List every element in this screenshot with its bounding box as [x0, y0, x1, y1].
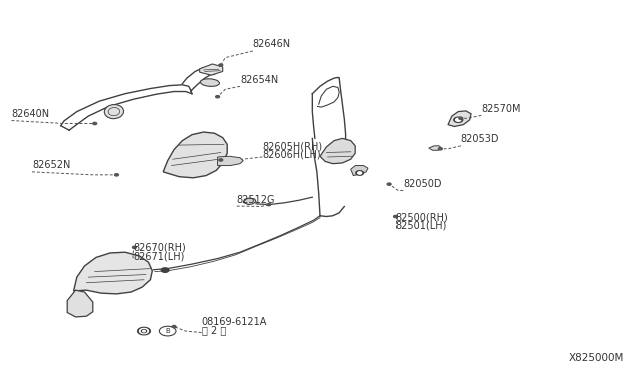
Circle shape — [219, 64, 223, 66]
Circle shape — [138, 327, 150, 335]
Text: 82512G: 82512G — [237, 195, 275, 205]
Circle shape — [140, 328, 148, 334]
Polygon shape — [163, 132, 227, 178]
Circle shape — [93, 122, 97, 125]
Polygon shape — [351, 166, 368, 176]
Circle shape — [216, 96, 220, 98]
Text: 82053D: 82053D — [461, 134, 499, 144]
Polygon shape — [243, 198, 256, 205]
Text: 82671(LH): 82671(LH) — [133, 251, 184, 261]
Circle shape — [454, 117, 463, 122]
Circle shape — [143, 330, 145, 332]
Text: 82050D: 82050D — [403, 179, 442, 189]
Ellipse shape — [104, 105, 124, 119]
Circle shape — [115, 174, 118, 176]
Text: 82500(RH): 82500(RH) — [396, 212, 448, 222]
Text: 82605H(RH): 82605H(RH) — [262, 142, 323, 152]
Circle shape — [394, 215, 397, 218]
Text: 82640N: 82640N — [12, 109, 50, 119]
Circle shape — [438, 148, 442, 150]
Polygon shape — [200, 64, 223, 75]
Circle shape — [219, 159, 223, 161]
Polygon shape — [67, 290, 93, 317]
Circle shape — [172, 326, 176, 328]
Circle shape — [459, 117, 463, 119]
Polygon shape — [320, 138, 355, 164]
Ellipse shape — [200, 79, 220, 86]
Text: 08169-6121A: 08169-6121A — [202, 317, 267, 327]
Text: 82670(RH): 82670(RH) — [133, 243, 186, 253]
Text: 〈 2 〉: 〈 2 〉 — [202, 326, 226, 336]
Polygon shape — [74, 252, 152, 294]
Text: 82654N: 82654N — [240, 75, 278, 85]
Circle shape — [132, 246, 136, 248]
Circle shape — [141, 330, 147, 333]
Polygon shape — [218, 156, 243, 166]
Circle shape — [356, 171, 364, 175]
Text: 82606H(LH): 82606H(LH) — [262, 150, 321, 160]
Text: 82570M: 82570M — [481, 104, 521, 114]
Text: 82646N: 82646N — [253, 39, 291, 49]
Circle shape — [267, 203, 271, 206]
Text: B: B — [165, 328, 170, 334]
Circle shape — [387, 183, 391, 185]
Polygon shape — [448, 111, 471, 126]
Circle shape — [358, 172, 362, 174]
Polygon shape — [429, 146, 442, 150]
Text: X825000M: X825000M — [568, 353, 624, 363]
Circle shape — [456, 118, 461, 121]
Text: 82501(LH): 82501(LH) — [396, 221, 447, 231]
Circle shape — [161, 268, 169, 272]
Text: 82652N: 82652N — [32, 160, 70, 170]
